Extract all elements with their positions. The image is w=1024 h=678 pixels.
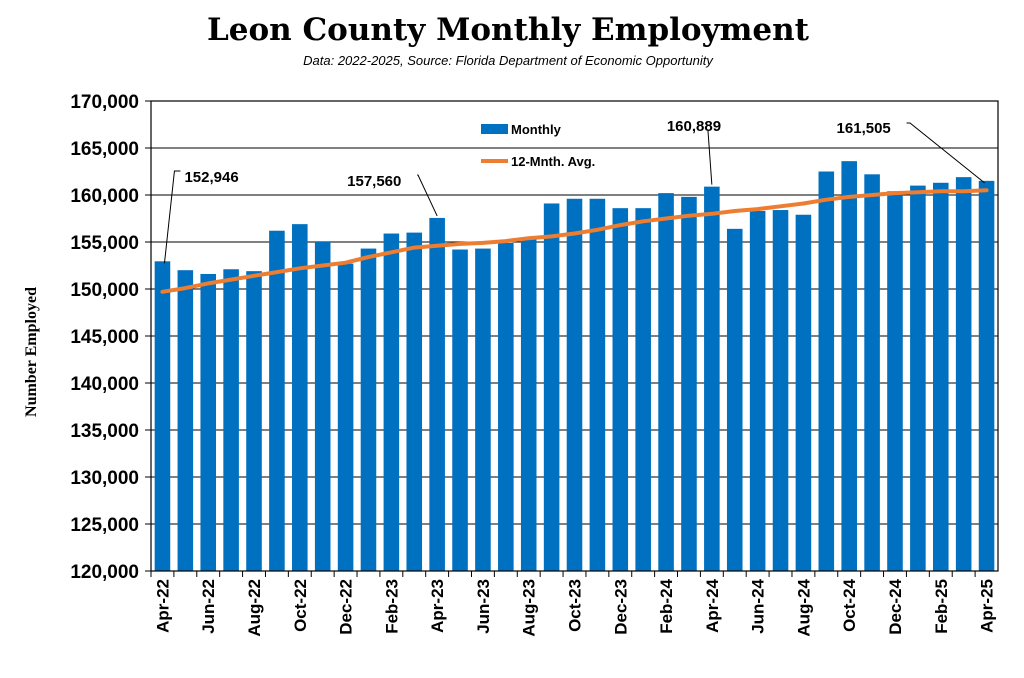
- y-tick-label: 120,000: [70, 562, 139, 583]
- x-tick-label: Apr-23: [428, 579, 447, 633]
- y-tick-label: 125,000: [70, 515, 139, 536]
- x-tick-label: Apr-25: [978, 579, 997, 633]
- bar: [749, 210, 766, 572]
- y-tick-label: 150,000: [70, 280, 139, 301]
- legend-label-avg: 12-Mnth. Avg.: [511, 154, 595, 169]
- bar: [452, 249, 468, 571]
- bar: [429, 217, 445, 571]
- y-tick-label: 155,000: [70, 233, 139, 254]
- x-tick-label: Dec-24: [886, 578, 905, 634]
- x-axis-ticks: Apr-22 Jun-22 Aug-22 Oct-22 Dec-22 Feb-23 Apr-…: [150, 571, 997, 637]
- x-tick-label: Aug-23: [520, 579, 539, 637]
- bar-series-monthly: [154, 161, 995, 572]
- line-series-12-month-avg: [160, 188, 989, 294]
- x-tick-label: Dec-23: [611, 579, 630, 635]
- bar: [864, 174, 880, 571]
- annotation-leader: [906, 122, 985, 184]
- y-tick-label: 140,000: [70, 374, 139, 395]
- chart-subtitle: Data: 2022-2025, Source: Florida Departm…: [303, 53, 713, 68]
- annotation-label: 161,505: [837, 120, 891, 137]
- legend-swatch-monthly: [481, 124, 508, 134]
- x-tick-label: Oct-22: [291, 579, 310, 632]
- y-tick-label: 160,000: [70, 186, 139, 207]
- x-tick-label: Dec-22: [337, 579, 356, 635]
- bar: [612, 208, 629, 571]
- bar: [566, 198, 583, 571]
- x-tick-label: Jun-23: [474, 579, 493, 634]
- x-tick-label: Jun-24: [749, 578, 768, 633]
- x-tick-label: Apr-22: [153, 579, 172, 633]
- annotations: 152,946 157,560 160,889 161,505: [163, 118, 985, 264]
- bar: [795, 214, 812, 572]
- bar: [658, 193, 674, 571]
- bar: [818, 171, 835, 571]
- annotation-label: 157,560: [347, 173, 401, 190]
- x-tick-label: Jun-22: [199, 579, 218, 634]
- y-tick-label: 170,000: [70, 92, 139, 113]
- x-tick-label: Feb-25: [932, 579, 951, 634]
- legend-label-monthly: Monthly: [511, 122, 562, 137]
- bar: [978, 180, 995, 571]
- chart-title: Leon County Monthly Employment: [206, 12, 809, 48]
- bar: [246, 271, 262, 571]
- bar: [177, 270, 194, 571]
- bar: [383, 233, 400, 572]
- bar: [932, 182, 949, 571]
- bar: [498, 242, 514, 571]
- annotation-label: 160,889: [667, 118, 721, 135]
- bar: [955, 177, 972, 571]
- y-tick-label: 130,000: [70, 468, 139, 489]
- bar: [406, 232, 423, 571]
- bar: [772, 210, 789, 572]
- bar: [543, 203, 560, 571]
- x-tick-label: Aug-22: [245, 579, 264, 637]
- bar: [589, 198, 606, 571]
- bar: [314, 242, 331, 571]
- bar: [292, 224, 308, 571]
- bar: [200, 273, 217, 571]
- x-tick-label: Feb-23: [382, 579, 401, 634]
- x-tick-label: Aug-24: [794, 578, 813, 636]
- bar: [726, 228, 743, 571]
- bar: [520, 239, 537, 571]
- y-axis-label: Number Employed: [23, 287, 40, 417]
- bar: [635, 208, 651, 571]
- bar: [704, 186, 720, 571]
- annotation-leader: [417, 174, 438, 217]
- bar: [154, 261, 171, 571]
- annotation-leader: [707, 130, 713, 185]
- bar: [337, 263, 354, 571]
- bar: [223, 269, 239, 571]
- legend: Monthly 12-Mnth. Avg.: [481, 122, 595, 169]
- bar: [887, 191, 903, 572]
- y-tick-label: 145,000: [70, 327, 139, 348]
- bar: [841, 161, 857, 571]
- bar: [475, 248, 491, 571]
- bar: [681, 196, 697, 571]
- x-tick-label: Oct-24: [840, 578, 859, 631]
- bar: [910, 185, 926, 571]
- bar: [269, 230, 285, 571]
- bar: [360, 248, 377, 571]
- y-tick-label: 135,000: [70, 421, 139, 442]
- y-tick-label: 165,000: [70, 139, 139, 160]
- annotation-label: 152,946: [184, 169, 238, 186]
- y-axis-ticks: 120,000 125,000 130,000 135,000 140,000 145,0…: [70, 92, 151, 583]
- avg-line: [160, 188, 989, 294]
- annotation-leader: [163, 170, 181, 264]
- x-tick-label: Oct-23: [566, 579, 585, 632]
- x-tick-label: Feb-24: [657, 578, 676, 633]
- x-tick-label: Apr-24: [703, 578, 722, 632]
